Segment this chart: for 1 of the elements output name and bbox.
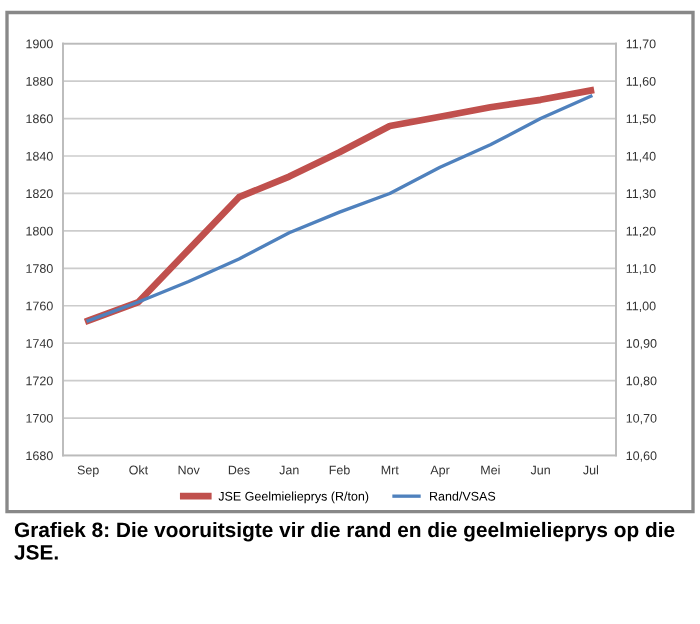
text: Grafiek 8: Die vooruitsigte vir die rand en die geelmielieprys op die JSE. (14, 521, 675, 560)
